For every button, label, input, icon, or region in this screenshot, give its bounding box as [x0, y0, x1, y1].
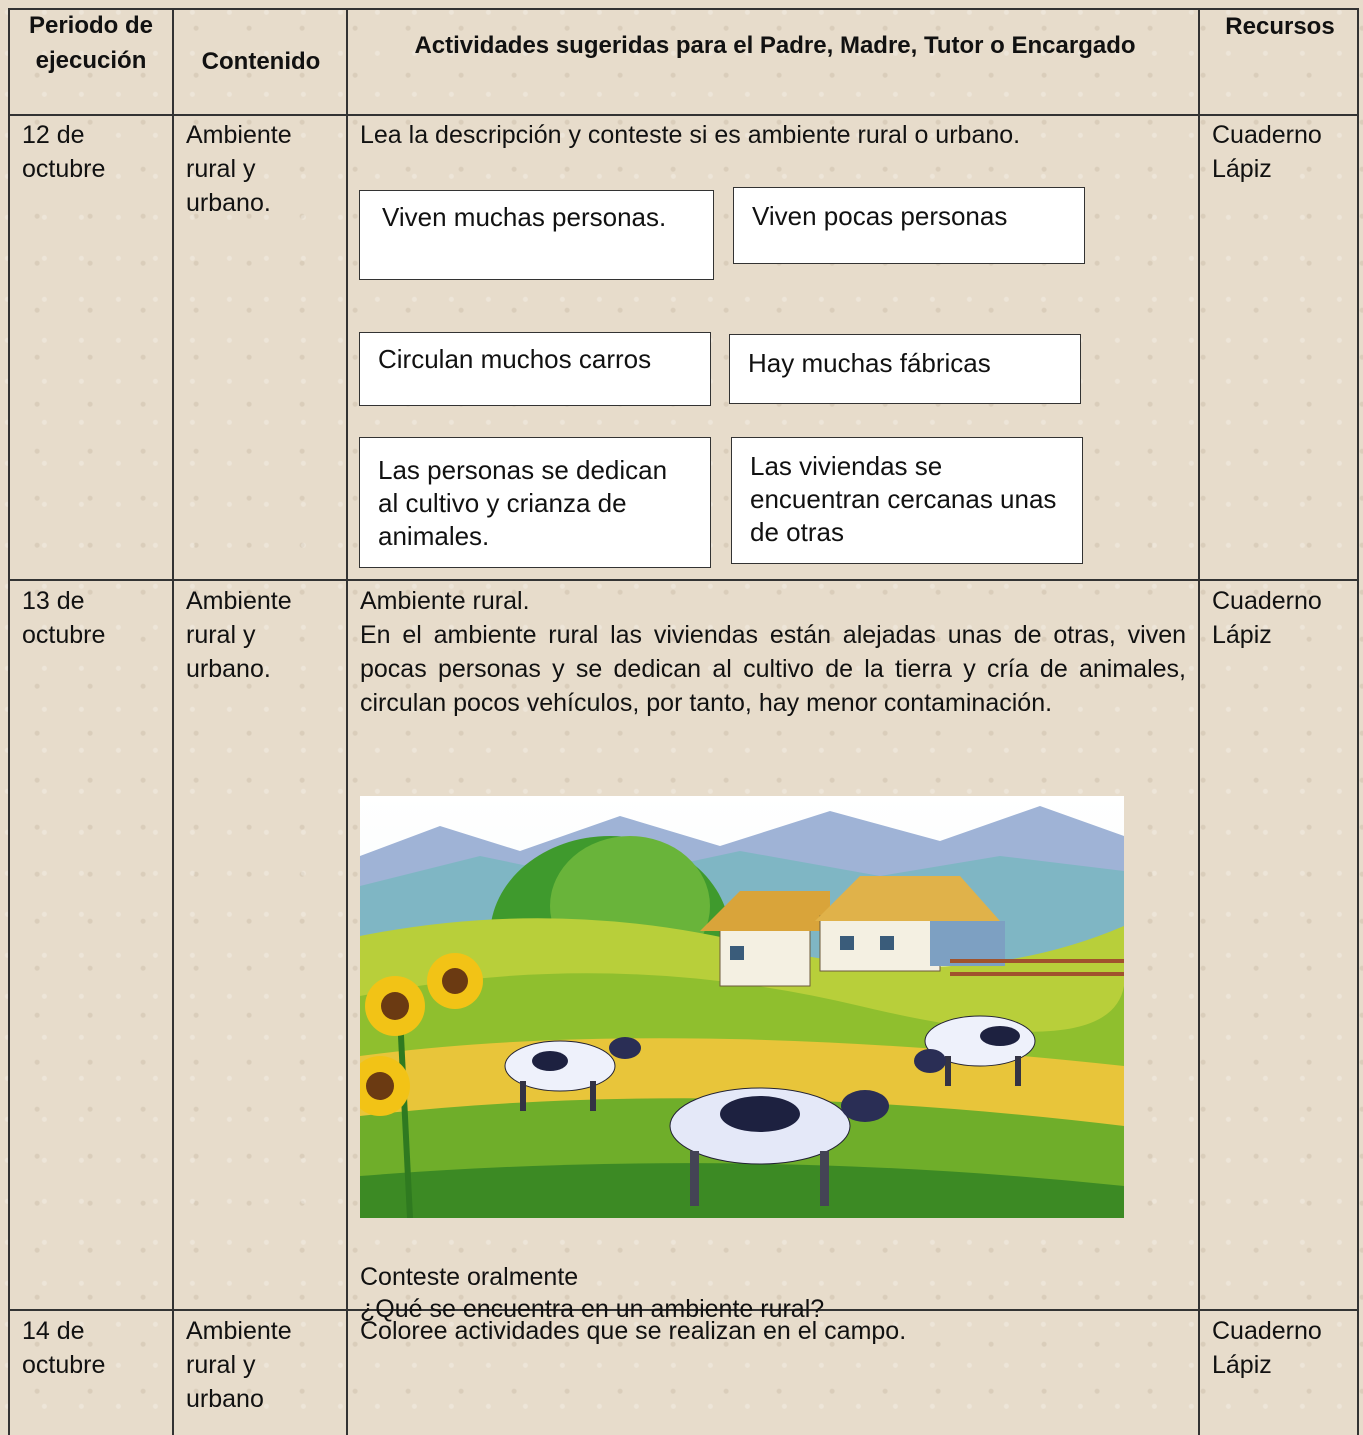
table-border [172, 8, 174, 1435]
period: 14 de octubre [22, 1317, 106, 1379]
resources: Cuaderno Lápiz [1212, 584, 1322, 652]
cow [504, 1037, 641, 1111]
cow [914, 1015, 1036, 1086]
description-box: Las viviendas se encuentran cercanas una… [731, 437, 1083, 564]
instruction: Coloree actividades que se realizan en e… [360, 1317, 907, 1345]
content: Ambiente rural y urbano [186, 1317, 292, 1413]
table-border [8, 8, 10, 1435]
table-border [346, 8, 348, 1435]
period: 12 de octubre [22, 121, 106, 183]
description-box: Viven muchas personas. [359, 190, 714, 280]
resource: Cuaderno [1212, 587, 1322, 615]
header-cell: Actividades sugeridas para el Padre, Mad… [414, 32, 1136, 59]
header-cell: Contenido [201, 48, 321, 75]
cow [669, 1087, 889, 1206]
fence [950, 959, 1124, 976]
header-cell: Periodo de ejecución [28, 12, 154, 74]
question: ¿Qué se encuentra en un ambiente rural? [360, 1295, 825, 1323]
resources: Cuaderno Lápiz [1212, 1314, 1322, 1382]
resource: Lápiz [1212, 155, 1272, 183]
description-box: Circulan muchos carros [359, 332, 711, 406]
content: Ambiente rural y urbano. [186, 121, 292, 217]
paragraph: En el ambiente rural las viviendas están… [360, 621, 1186, 717]
resource: Cuaderno [1212, 121, 1322, 149]
period: 13 de octubre [22, 587, 106, 649]
table-border [1198, 8, 1200, 1435]
table-border [8, 1309, 1359, 1311]
activity-title: Ambiente rural. [360, 587, 530, 615]
house [700, 876, 1005, 987]
header-cell: Recursos [1225, 13, 1335, 40]
table-border [8, 579, 1359, 581]
resources: Cuaderno Lápiz [1212, 118, 1322, 186]
table-border [8, 8, 1359, 10]
instruction: Lea la descripción y conteste si es ambi… [360, 121, 1021, 149]
description-box: Viven pocas personas [733, 187, 1085, 264]
content: Ambiente rural y urbano. [186, 587, 292, 683]
table-border [8, 114, 1359, 116]
sunflowers [360, 953, 483, 1218]
table-border [1357, 8, 1359, 1435]
resource: Cuaderno [1212, 1317, 1322, 1345]
prompt: Conteste oralmente [360, 1263, 579, 1291]
description-box: Las personas se dedican al cultivo y cri… [359, 437, 711, 568]
rural-illustration [360, 796, 1124, 1218]
description-box: Hay muchas fábricas [729, 334, 1081, 404]
resource: Lápiz [1212, 621, 1272, 649]
resource: Lápiz [1212, 1351, 1272, 1379]
